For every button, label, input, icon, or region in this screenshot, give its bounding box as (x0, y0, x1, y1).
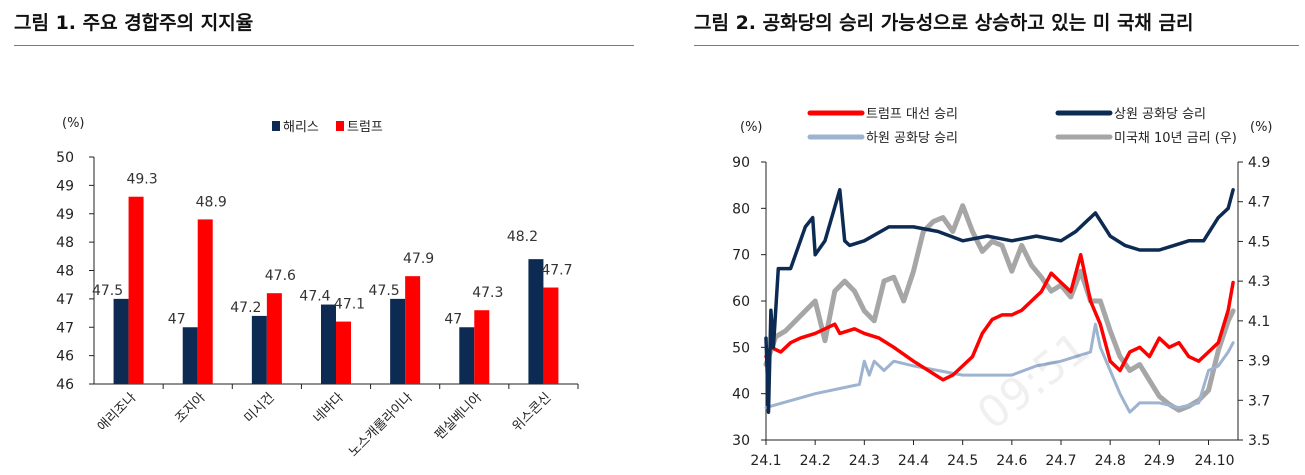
data-label: 47.6 (265, 268, 296, 284)
legend-label: 트럼프 대선 승리 (866, 107, 958, 122)
left-y-tick-label: 40 (732, 387, 750, 403)
x-tick-label: 24.8 (1095, 453, 1126, 469)
bar-harris (390, 298, 406, 384)
legend-label: 상원 공화당 승리 (1114, 107, 1206, 122)
data-label: 47 (168, 311, 186, 327)
left-y-tick-label: 60 (732, 294, 750, 310)
data-label: 47 (444, 311, 462, 327)
data-label: 47.9 (403, 251, 434, 267)
right-y-tick-label: 4.7 (1248, 195, 1270, 211)
legend-swatch-harris (272, 121, 280, 131)
left-y-tick-label: 70 (732, 248, 750, 264)
data-label: 48.9 (196, 194, 227, 210)
left-unit-label: (%) (740, 120, 763, 135)
data-label: 47.7 (541, 263, 572, 279)
x-tick-label: 24.10 (1194, 453, 1234, 469)
right-y-tick-label: 4.1 (1248, 314, 1270, 330)
y-tick-label: 47 (56, 292, 74, 308)
x-tick-label: 24.9 (1144, 453, 1175, 469)
data-label: 48.2 (507, 229, 538, 245)
data-label: 47.4 (299, 289, 330, 305)
data-label: 47.3 (472, 285, 503, 301)
right-y-tick-label: 4.9 (1248, 155, 1270, 171)
x-tick-label: 노스캐롤라이나 (346, 390, 416, 460)
data-label: 47.5 (369, 283, 400, 299)
y-tick-label: 47 (56, 320, 74, 336)
bar-trump (266, 293, 282, 384)
left-y-tick-label: 80 (732, 201, 750, 217)
left-y-tick-label: 90 (732, 155, 750, 171)
bar-harris (528, 259, 544, 384)
y-tick-label: 49 (56, 178, 74, 194)
bar-trump (128, 196, 144, 384)
bar-trump (543, 287, 559, 384)
x-tick-label: 24.7 (1045, 453, 1076, 469)
figure2-line-chart: (%) (%) 90 80 70 60 50 40 30 4.9 4.7 4.5 4.3 4.1 3.9 3.… (732, 107, 1273, 469)
series-line-ust10y (763, 203, 1236, 413)
x-tick-label: 미시건 (242, 390, 278, 426)
bar-harris (113, 298, 129, 384)
x-tick-label: 조지아 (173, 390, 209, 426)
figure2-title-rule (694, 45, 1299, 46)
y-tick-label: 46 (56, 377, 74, 393)
bar-trump (405, 276, 421, 384)
right-y-tick-label: 3.9 (1248, 354, 1270, 370)
x-tick-label: 24.5 (947, 453, 978, 469)
legend-label: 하원 공화당 승리 (866, 131, 958, 146)
legend-label: 트럼프 (347, 120, 383, 135)
figure1-panel: 그림 1. 주요 경합주의 지지율 (%) 50 49 49 48 48 47 47 46 46 4… (0, 0, 650, 475)
y-unit-label: (%) (62, 116, 85, 131)
y-tick-label: 48 (56, 264, 74, 280)
figure1-title-rule (14, 45, 634, 46)
bar-trump (197, 219, 213, 384)
data-label: 49.3 (126, 172, 157, 188)
x-tick-label: 24.1 (750, 453, 781, 469)
y-tick-label: 49 (56, 207, 74, 223)
x-tick-label: 24.4 (898, 453, 929, 469)
figure2-title: 그림 2. 공화당의 승리 가능성으로 상승하고 있는 미 국채 금리 (694, 12, 1194, 34)
left-y-tick-label: 30 (732, 433, 750, 449)
bar-trump (474, 310, 490, 384)
x-tick-label: 위스콘신 (510, 390, 554, 434)
legend-label: 미국채 10년 금리 (우) (1114, 131, 1237, 146)
bar-harris (459, 327, 475, 384)
left-y-tick-label: 50 (732, 340, 750, 356)
x-tick-label: 네바다 (311, 390, 347, 426)
data-label: 47.1 (334, 297, 365, 313)
series-line-trump-win (764, 252, 1235, 382)
series-line-senate-rep (764, 188, 1235, 414)
right-y-tick-label: 3.7 (1248, 393, 1270, 409)
x-tick-label: 24.6 (996, 453, 1027, 469)
y-tick-label: 48 (56, 235, 74, 251)
figure2-panel: 그림 2. 공화당의 승리 가능성으로 상승하고 있는 미 국채 금리 (%)(… (690, 0, 1305, 475)
right-y-tick-label: 3.5 (1248, 433, 1270, 449)
right-y-tick-label: 4.3 (1248, 274, 1270, 290)
x-tick-label: 펜실베니아 (432, 390, 485, 443)
legend-swatch-trump (336, 121, 344, 131)
right-y-tick-label: 4.5 (1248, 234, 1270, 250)
bar-trump (336, 321, 351, 384)
bar-harris (251, 315, 267, 384)
y-tick-label: 50 (56, 150, 74, 166)
right-unit-label: (%) (1250, 120, 1273, 135)
legend-label: 해리스 (283, 120, 319, 135)
figure1-title: 그림 1. 주요 경합주의 지지율 (14, 12, 254, 34)
bar-harris (182, 327, 198, 384)
x-tick-label: 24.2 (800, 453, 831, 469)
x-tick-label: 애리조나 (95, 390, 139, 434)
data-label: 47.2 (230, 300, 261, 316)
x-tick-label: 24.3 (849, 453, 880, 469)
bar-harris (321, 304, 336, 384)
figure1-bar-chart: (%) 50 49 49 48 48 47 47 46 46 47.5 49.3 애리조나 47 48.9 조… (56, 116, 579, 460)
series-line-house-rep (764, 322, 1235, 414)
y-tick-label: 46 (56, 349, 74, 365)
data-label: 47.5 (92, 283, 123, 299)
